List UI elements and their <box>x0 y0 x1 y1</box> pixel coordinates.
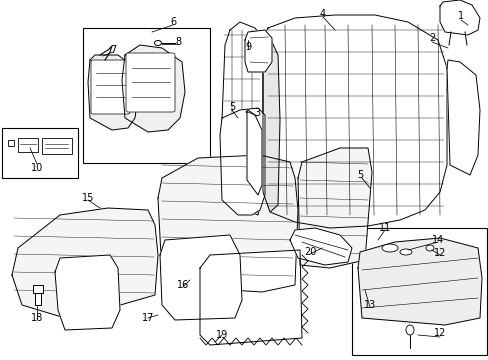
Polygon shape <box>446 60 479 175</box>
Polygon shape <box>263 38 280 212</box>
Bar <box>2 128 78 178</box>
Text: 11: 11 <box>378 223 390 233</box>
Bar <box>35 293 41 305</box>
Polygon shape <box>357 238 481 325</box>
Bar <box>33 285 43 293</box>
Text: 3: 3 <box>253 108 260 118</box>
Ellipse shape <box>425 245 433 251</box>
Polygon shape <box>12 208 158 318</box>
Polygon shape <box>297 148 371 268</box>
Polygon shape <box>244 30 271 72</box>
Text: 9: 9 <box>244 42 250 52</box>
Polygon shape <box>439 0 479 35</box>
Text: 10: 10 <box>31 163 43 173</box>
Text: 7: 7 <box>110 45 116 55</box>
Text: 19: 19 <box>215 330 228 340</box>
Polygon shape <box>289 228 351 265</box>
FancyBboxPatch shape <box>91 60 130 114</box>
Bar <box>351 228 486 355</box>
Text: 5: 5 <box>228 102 235 112</box>
Bar <box>18 138 38 152</box>
Polygon shape <box>158 155 297 292</box>
Polygon shape <box>222 22 263 215</box>
Text: 16: 16 <box>177 280 189 290</box>
Polygon shape <box>220 108 264 215</box>
Ellipse shape <box>154 40 161 45</box>
Bar <box>42 138 72 154</box>
Text: 13: 13 <box>363 300 375 310</box>
Text: 6: 6 <box>170 17 176 27</box>
Bar <box>8 140 14 146</box>
Polygon shape <box>55 255 120 330</box>
Text: 2: 2 <box>428 33 434 43</box>
Polygon shape <box>245 110 262 195</box>
Polygon shape <box>88 55 138 130</box>
Text: 1: 1 <box>457 11 463 21</box>
Polygon shape <box>263 15 446 228</box>
Polygon shape <box>200 250 302 345</box>
Text: 12: 12 <box>433 248 445 258</box>
Text: 8: 8 <box>175 37 181 47</box>
FancyBboxPatch shape <box>126 53 175 112</box>
Text: 5: 5 <box>356 170 363 180</box>
Bar <box>83 28 209 163</box>
Text: 20: 20 <box>303 247 316 257</box>
Text: 14: 14 <box>431 235 443 245</box>
Ellipse shape <box>399 249 411 255</box>
Text: 15: 15 <box>81 193 94 203</box>
Ellipse shape <box>381 244 397 252</box>
Ellipse shape <box>405 325 413 335</box>
Polygon shape <box>122 45 184 132</box>
Text: 17: 17 <box>142 313 154 323</box>
Polygon shape <box>160 235 242 320</box>
Text: 4: 4 <box>319 9 325 19</box>
Text: 18: 18 <box>31 313 43 323</box>
Text: 12: 12 <box>433 328 445 338</box>
